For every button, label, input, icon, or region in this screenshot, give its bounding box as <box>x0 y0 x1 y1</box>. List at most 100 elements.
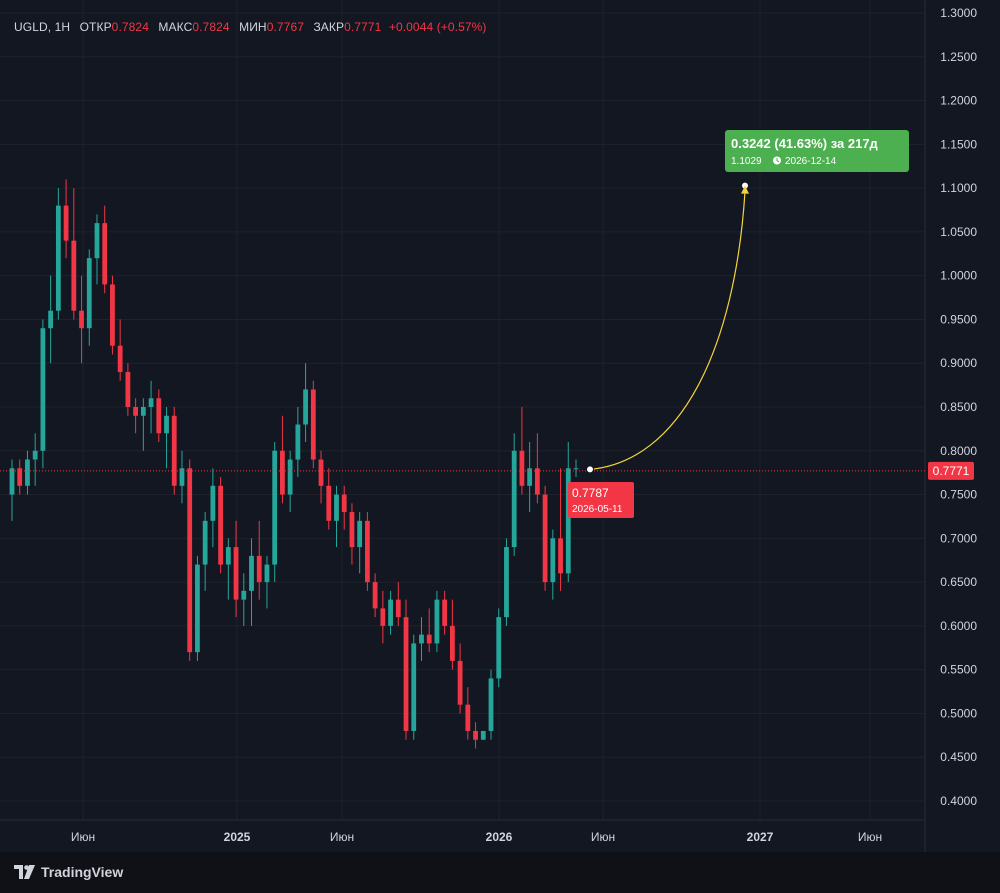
candle[interactable] <box>426 608 432 653</box>
candle-body <box>457 660 463 705</box>
candle[interactable] <box>55 188 61 320</box>
candle[interactable] <box>148 380 154 434</box>
candle[interactable] <box>156 389 162 443</box>
candle[interactable] <box>334 485 339 548</box>
candle-body <box>442 599 448 626</box>
candle[interactable] <box>202 512 208 591</box>
candle[interactable] <box>287 450 293 513</box>
candle[interactable] <box>86 249 92 346</box>
candle[interactable] <box>218 477 223 574</box>
price-axis[interactable]: 0.4000 0.4500 0.5000 0.5500 0.6000 0.6500 0.70… <box>940 6 977 808</box>
candle-body <box>156 398 162 434</box>
candle[interactable] <box>310 380 316 469</box>
candle[interactable] <box>480 730 486 740</box>
candle[interactable] <box>179 450 185 504</box>
x-tick-label: 2025 <box>224 830 251 844</box>
candle[interactable] <box>442 590 448 635</box>
candle[interactable] <box>32 433 38 486</box>
candle[interactable] <box>195 555 200 661</box>
candle[interactable] <box>558 468 563 591</box>
y-tick-label: 0.6500 <box>940 575 977 589</box>
candle[interactable] <box>71 188 77 320</box>
projection-start-point[interactable] <box>586 465 594 474</box>
candle[interactable] <box>272 442 278 583</box>
candle[interactable] <box>511 433 517 556</box>
candle[interactable] <box>449 599 455 670</box>
projection-curve[interactable] <box>589 191 746 471</box>
candle[interactable] <box>249 538 254 626</box>
candle[interactable] <box>403 599 409 740</box>
candle[interactable] <box>504 538 509 626</box>
candle[interactable] <box>171 407 177 495</box>
change-value: +0.0044 (+0.57%) <box>388 20 487 34</box>
candle[interactable] <box>365 512 370 591</box>
candle[interactable] <box>25 450 30 495</box>
y-tick-label: 0.7500 <box>940 488 977 502</box>
candle[interactable] <box>225 538 231 600</box>
candle[interactable] <box>388 590 393 635</box>
candle[interactable] <box>9 459 15 521</box>
candle[interactable] <box>210 468 216 548</box>
candle[interactable] <box>380 590 386 644</box>
ohlc-legend: UGLD, 1H ОТКР0.7824 МАКС0.7824 МИН0.7767… <box>14 20 487 34</box>
candle[interactable] <box>241 573 247 626</box>
tradingview-logo[interactable]: TradingView <box>14 864 123 880</box>
candle[interactable] <box>79 275 84 364</box>
candle[interactable] <box>94 214 100 285</box>
candle[interactable] <box>295 407 301 478</box>
candle[interactable] <box>496 608 502 688</box>
candle[interactable] <box>341 485 347 530</box>
candle[interactable] <box>110 275 115 355</box>
candle[interactable] <box>117 319 123 381</box>
candle[interactable] <box>534 433 540 504</box>
candle[interactable] <box>357 512 363 574</box>
candle[interactable] <box>457 643 463 714</box>
candle[interactable] <box>542 485 548 591</box>
y-tick-label: 0.8000 <box>940 444 977 458</box>
candle[interactable] <box>256 520 262 600</box>
candle[interactable] <box>264 555 270 609</box>
candle[interactable] <box>488 669 494 740</box>
candle[interactable] <box>550 529 556 600</box>
candle[interactable] <box>164 407 169 469</box>
candle[interactable] <box>527 442 533 513</box>
candle[interactable] <box>133 398 139 434</box>
y-tick-label: 0.7000 <box>940 531 977 545</box>
start-price-text: 0.7787 <box>572 486 609 500</box>
interval[interactable]: 1H <box>54 20 71 34</box>
candle[interactable] <box>303 363 308 443</box>
high-label: МАКС <box>158 20 193 34</box>
candle-body <box>326 485 332 521</box>
candle[interactable] <box>187 459 193 661</box>
candle[interactable] <box>419 617 424 661</box>
candle[interactable] <box>411 634 417 740</box>
candle[interactable] <box>280 415 285 504</box>
candle[interactable] <box>349 503 355 565</box>
candle[interactable] <box>125 363 131 416</box>
candle[interactable] <box>395 582 401 626</box>
candle[interactable] <box>17 459 23 495</box>
candle[interactable] <box>140 398 146 451</box>
candle[interactable] <box>63 179 69 259</box>
candle[interactable] <box>233 520 239 618</box>
symbol-name[interactable]: UGLD <box>14 20 48 34</box>
y-tick-label: 0.9000 <box>940 356 977 370</box>
candle[interactable] <box>318 450 324 504</box>
candle-body <box>225 547 231 565</box>
candle[interactable] <box>465 687 471 740</box>
candle[interactable] <box>102 205 108 294</box>
candle[interactable] <box>434 590 440 653</box>
candle[interactable] <box>372 573 378 618</box>
time-axis[interactable]: Июн 2025 Июн 2026 Июн 2027 Июн <box>71 830 882 844</box>
close-label: ЗАКР <box>313 20 345 34</box>
candle[interactable] <box>573 459 579 478</box>
y-tick-label: 0.4000 <box>940 794 977 808</box>
candle-body <box>565 468 571 574</box>
candle[interactable] <box>326 468 332 530</box>
candle[interactable] <box>48 275 54 364</box>
candle[interactable] <box>473 722 478 749</box>
candle-body <box>110 284 115 346</box>
candle[interactable] <box>40 319 46 469</box>
candle[interactable] <box>519 407 525 495</box>
